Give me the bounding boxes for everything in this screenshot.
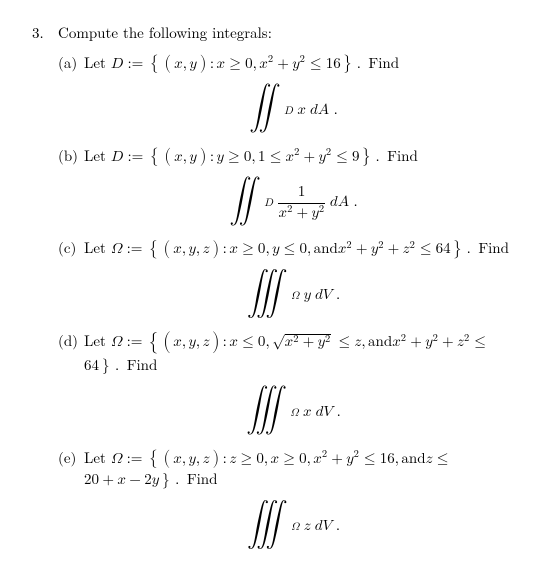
- part-d-suffix: Find: [127, 354, 158, 375]
- part-b-body: Let D:={(x,y) : y≥0, 1≤x2+y2≤9}. Find: [84, 145, 528, 167]
- part-c: (c) Let Ω:={(x,y,z) : x≥0, y≤0, and x2+y…: [58, 237, 528, 318]
- part-c-suffix: Find: [478, 237, 509, 258]
- part-a: (a) Let D:={(x,y) : x≥0, x2+y2≤16}. Find…: [58, 52, 528, 133]
- part-d-body: Let Ω:={(x,y,z) : x≤0, x2+y2≤z, and x2+y…: [84, 330, 528, 376]
- part-d-set: Ω:={(x,y,z) : x≤0, x2+y2≤z, and x2+y2+z2…: [111, 331, 490, 354]
- part-e-set: Ω:={(x,y,z) : z≥0, x≥0, x2+y2≤16, and z≤: [111, 449, 453, 468]
- part-c-label: (c): [58, 237, 84, 259]
- part-c-set: Ω:={(x,y,z) : x≥0, y≤0, and x2+y2+z2≤64}…: [111, 240, 473, 259]
- part-e: (e) Let Ω:={(x,y,z) : z≥0, x≥0, x2+y2≤16…: [58, 447, 528, 550]
- part-d-prefix: Let: [84, 330, 111, 351]
- part-a-label: (a): [58, 52, 84, 74]
- part-b-label: (b): [58, 145, 84, 167]
- part-a-integral: ∬DxdA.: [58, 84, 528, 133]
- part-c-body: Let Ω:={(x,y,z) : x≥0, y≤0, and x2+y2+z2…: [84, 237, 528, 259]
- problem-header: 3. Compute the following integrals:: [32, 22, 528, 44]
- part-a-prefix: Let: [84, 52, 111, 73]
- part-d-integral: ∭ΩxdV.: [58, 386, 528, 435]
- part-b-prefix: Let: [84, 145, 111, 166]
- part-c-integral: ∭ΩydV.: [58, 269, 528, 318]
- part-e-prefix: Let: [84, 447, 111, 468]
- part-d-label: (d): [58, 330, 84, 376]
- part-e-integral: ∭ΩzdV.: [58, 500, 528, 549]
- part-b-suffix: Find: [387, 145, 418, 166]
- part-a-set: D:={(x,y) : x≥0, x2+y2≤16}.: [111, 55, 364, 74]
- part-a-suffix: Find: [368, 52, 399, 73]
- part-a-body: Let D:={(x,y) : x≥0, x2+y2≤16}. Find: [84, 52, 528, 74]
- part-d-set-cont: 64}.: [84, 358, 122, 374]
- part-b-set: D:={(x,y) : y≥0, 1≤x2+y2≤9}.: [111, 147, 382, 166]
- part-c-prefix: Let: [84, 237, 111, 258]
- part-e-label: (e): [58, 447, 84, 491]
- part-e-set-cont: 20+x−2y}.: [84, 473, 182, 489]
- problem-number: 3.: [32, 22, 52, 44]
- part-d: (d) Let Ω:={(x,y,z) : x≤0, x2+y2≤z, and …: [58, 330, 528, 435]
- part-e-body: Let Ω:={(x,y,z) : z≥0, x≥0, x2+y2≤16, an…: [84, 447, 528, 491]
- part-b-integral: ∬D1x2+y2dA.: [58, 176, 528, 225]
- part-b: (b) Let D:={(x,y) : y≥0, 1≤x2+y2≤9}. Fin…: [58, 145, 528, 226]
- problem-prompt: Compute the following integrals:: [58, 22, 272, 44]
- part-e-suffix: Find: [187, 468, 218, 489]
